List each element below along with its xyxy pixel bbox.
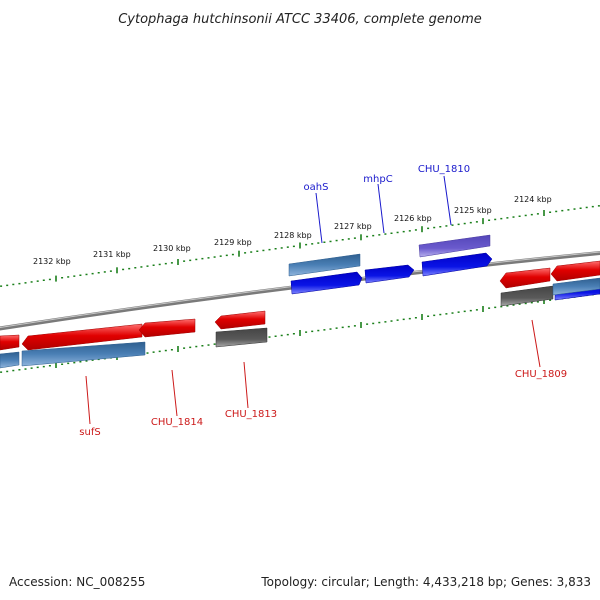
label-mhpC: mhpC xyxy=(363,174,392,185)
gene-CHU_1809[interactable] xyxy=(499,267,551,289)
gene-gray-1809[interactable] xyxy=(500,285,554,307)
scale-label-2131: 2131 kbp xyxy=(93,250,131,259)
gene-gray-1813[interactable] xyxy=(215,327,268,348)
leader-mhpC xyxy=(377,183,385,234)
scale-ring-upper xyxy=(0,205,600,287)
gene-sufS-neighbor[interactable] xyxy=(21,323,143,351)
scale-label-2124: 2124 kbp xyxy=(514,195,552,204)
gene-oahS[interactable] xyxy=(288,253,361,277)
gene-CHU_1813[interactable] xyxy=(214,310,266,330)
gene-steel-right-edge[interactable] xyxy=(552,277,600,296)
forward-strand-genes xyxy=(288,234,600,301)
label-CHU_1814: CHU_1814 xyxy=(151,417,203,428)
leader-CHU_1814 xyxy=(171,369,178,417)
leader-sufS xyxy=(85,375,91,425)
gene-CHU_1810[interactable] xyxy=(418,234,491,258)
scale-label-2126: 2126 kbp xyxy=(394,214,432,223)
leader-oahS xyxy=(315,192,323,244)
gene-red-right-edge[interactable] xyxy=(550,260,600,282)
label-CHU_1813: CHU_1813 xyxy=(225,409,277,420)
gene-blue-1[interactable] xyxy=(290,271,363,295)
scale-label-2132: 2132 kbp xyxy=(33,257,71,266)
map-title: Cytophaga hutchinsonii ATCC 33406, compl… xyxy=(118,12,482,27)
scale-label-2128: 2128 kbp xyxy=(274,231,312,240)
scale-label-2127: 2127 kbp xyxy=(334,222,372,231)
reverse-strand-genes xyxy=(0,260,600,369)
gene-CHU_1814[interactable] xyxy=(138,318,196,338)
gene-sufS[interactable] xyxy=(21,341,146,367)
label-CHU_1810: CHU_1810 xyxy=(418,164,470,175)
gene-steel-left-edge[interactable] xyxy=(0,351,20,369)
accession-text: Accession: NC_008255 xyxy=(9,575,145,589)
leader-CHU_1810 xyxy=(443,175,452,226)
gene-mhpC[interactable] xyxy=(364,264,415,284)
label-sufS: sufS xyxy=(79,427,100,438)
scale-label-2130: 2130 kbp xyxy=(153,244,191,253)
scale-label-2129: 2129 kbp xyxy=(214,238,252,247)
scale-label-2125: 2125 kbp xyxy=(454,206,492,215)
gene-blue-2[interactable] xyxy=(421,252,493,277)
leader-CHU_1813 xyxy=(243,361,249,409)
topology-text: Topology: circular; Length: 4,433,218 bp… xyxy=(260,575,591,589)
label-oahS: oahS xyxy=(304,182,329,193)
leader-CHU_1809 xyxy=(531,319,541,368)
gene-red-left-edge[interactable] xyxy=(0,334,20,351)
label-CHU_1809: CHU_1809 xyxy=(515,369,567,380)
label-leaders xyxy=(85,175,541,425)
